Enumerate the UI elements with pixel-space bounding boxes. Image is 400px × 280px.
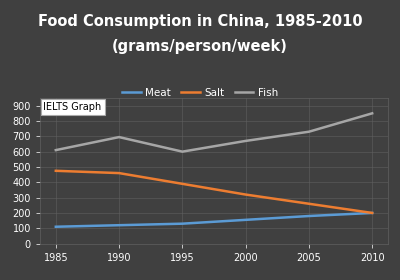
Text: (grams/person/week): (grams/person/week): [112, 39, 288, 54]
Text: IELTS Graph: IELTS Graph: [44, 102, 102, 112]
Legend: Meat, Salt, Fish: Meat, Salt, Fish: [118, 84, 282, 102]
Text: Food Consumption in China, 1985-2010: Food Consumption in China, 1985-2010: [38, 14, 362, 29]
